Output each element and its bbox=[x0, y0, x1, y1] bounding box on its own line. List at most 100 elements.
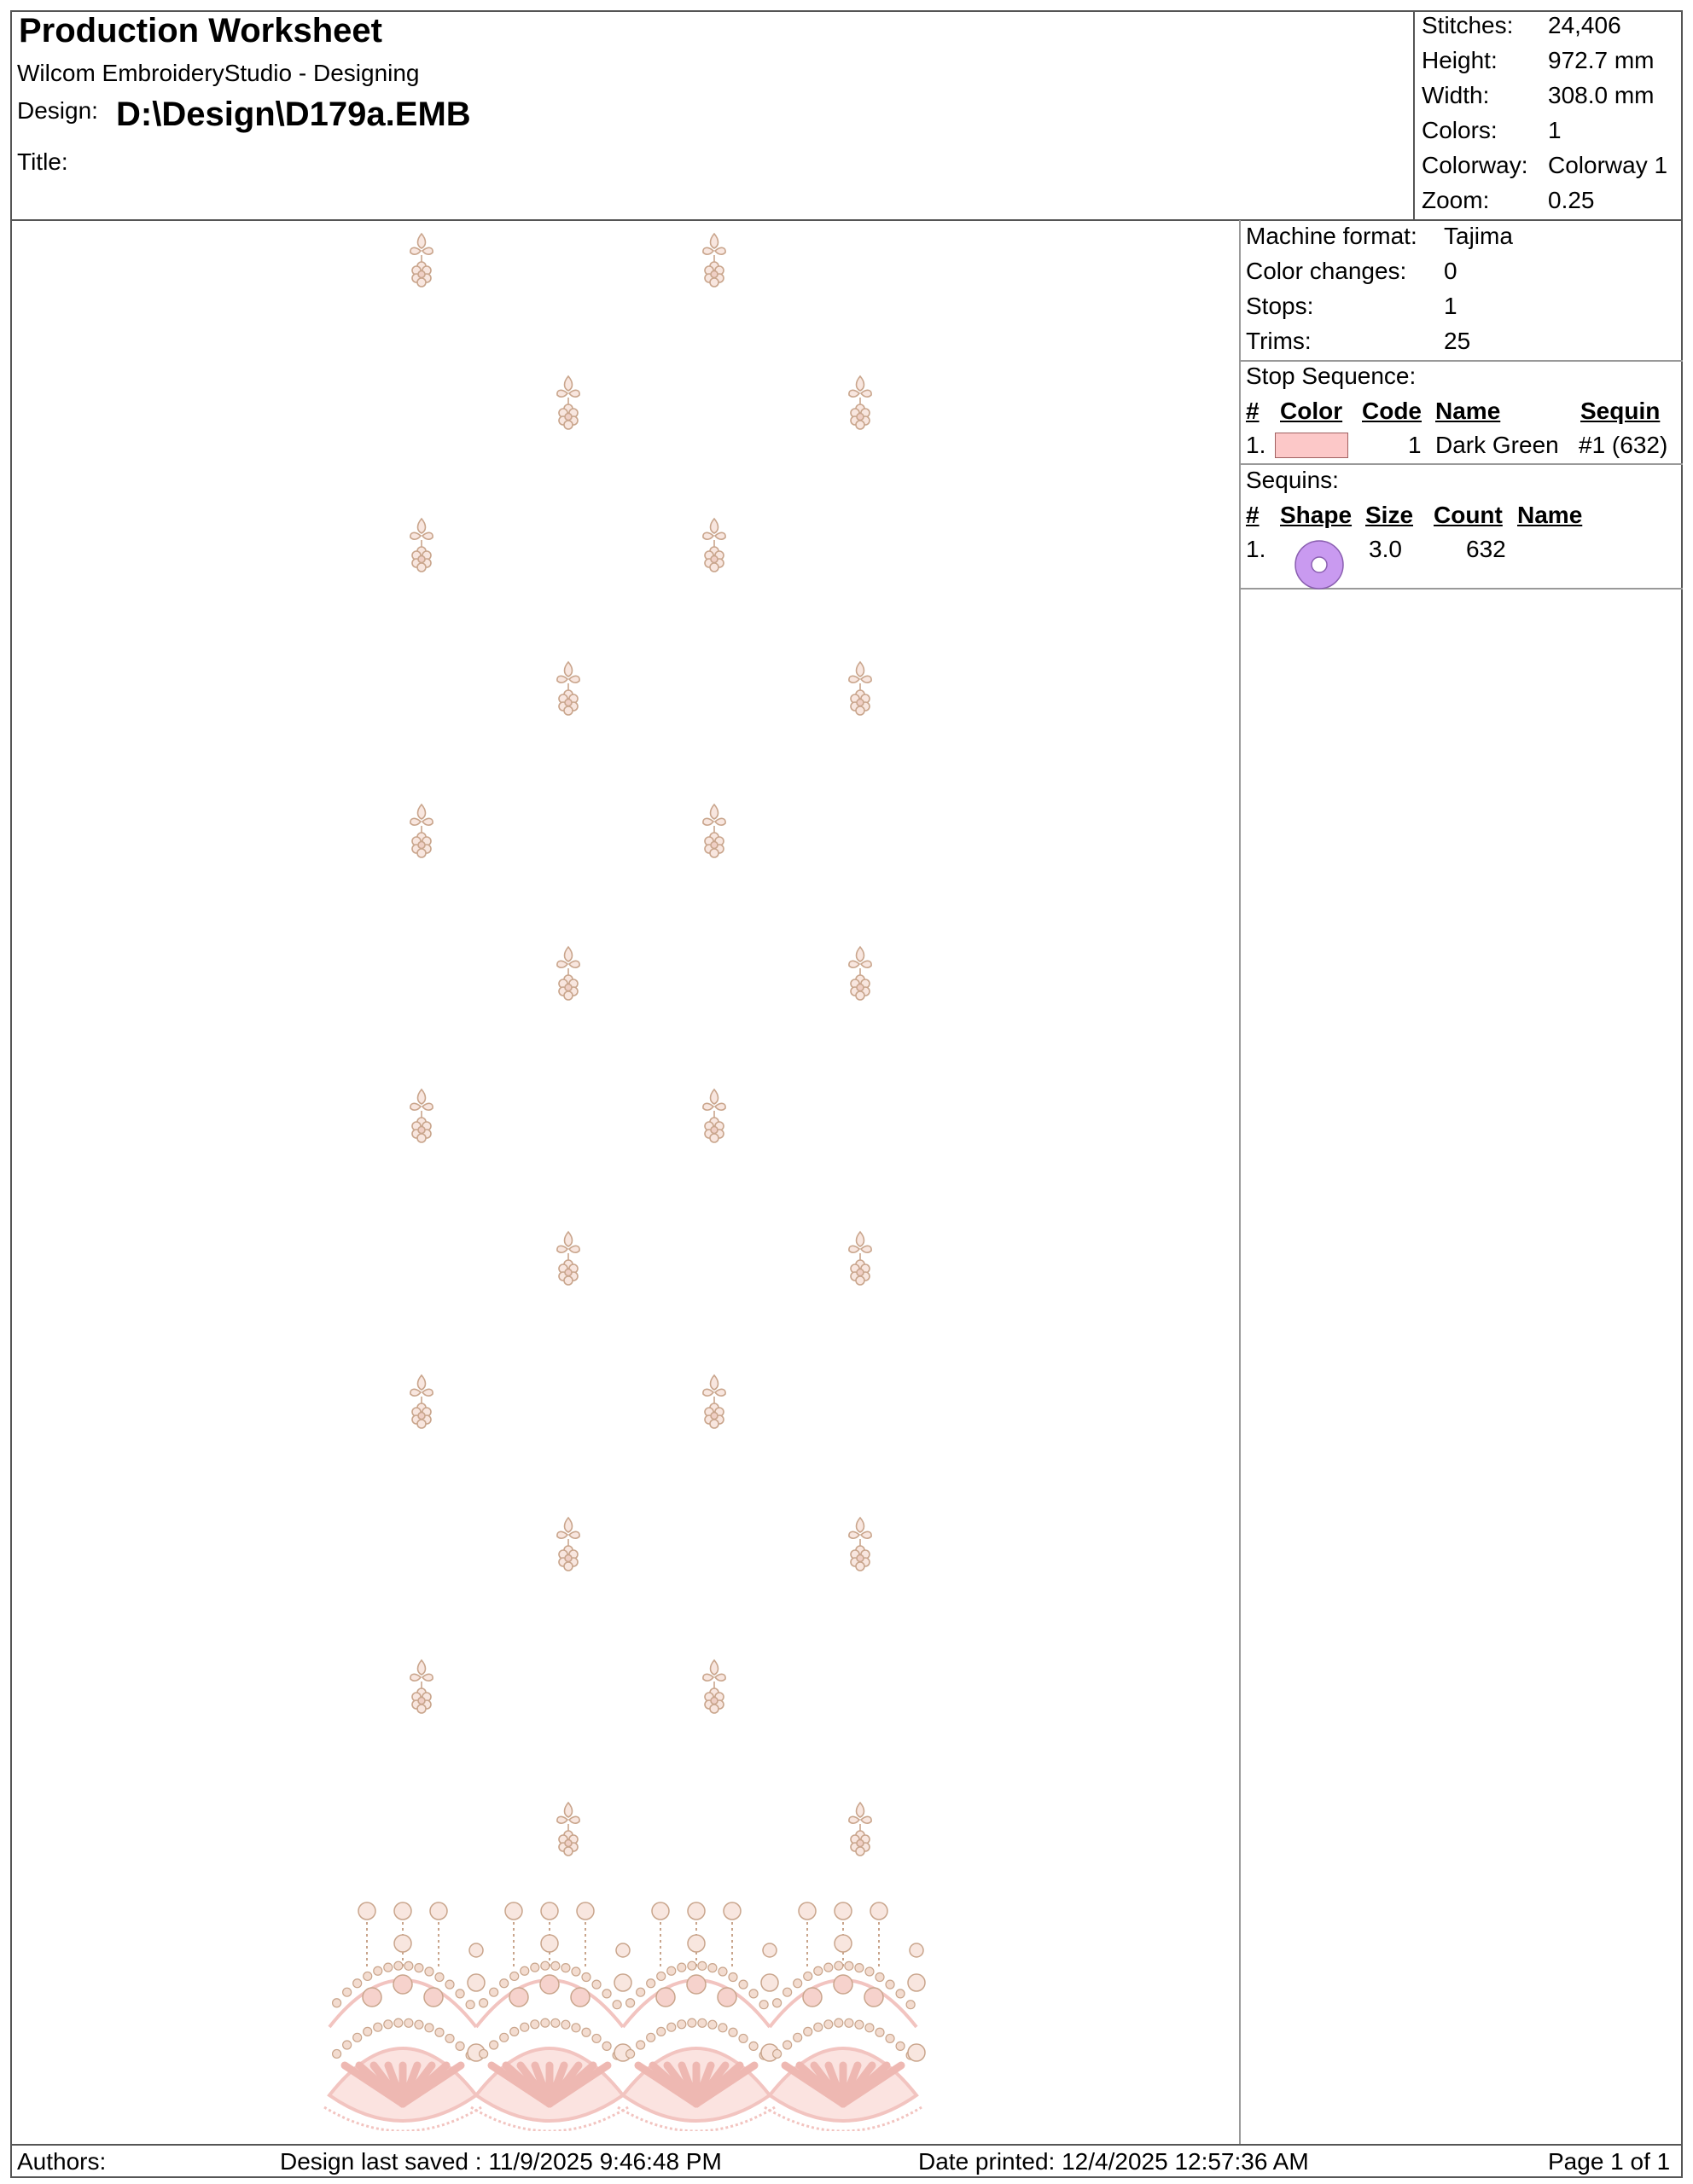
col-num: # bbox=[1246, 398, 1260, 424]
border-bead bbox=[864, 2023, 875, 2033]
border-pendant-flower bbox=[834, 1934, 852, 1953]
border-bead bbox=[383, 1962, 393, 1972]
embroidery-motif bbox=[554, 945, 583, 1005]
border-bead bbox=[561, 1963, 571, 1973]
border-pendant-flower bbox=[870, 1902, 888, 1920]
design-label: Design: bbox=[17, 97, 98, 124]
col-name: Name bbox=[1435, 398, 1501, 424]
border-bead bbox=[445, 1979, 455, 1989]
border-bead bbox=[718, 1966, 728, 1977]
border-bead bbox=[540, 1960, 550, 1971]
border-edge bbox=[323, 2106, 482, 2131]
worksheet-frame bbox=[10, 10, 1683, 2178]
embroidery-motif bbox=[407, 1088, 436, 1147]
border-bead bbox=[465, 2000, 475, 2010]
border-flower bbox=[393, 1974, 413, 1995]
sequins-title: Sequins: bbox=[1246, 467, 1339, 493]
border-petal bbox=[692, 2061, 759, 2108]
embroidery-motif bbox=[700, 1374, 729, 1433]
border-bead bbox=[625, 1998, 636, 2008]
border-bead bbox=[759, 2000, 769, 2010]
border-bead bbox=[352, 1978, 363, 1989]
row-code: 1 bbox=[1408, 432, 1422, 458]
embroidery-motif bbox=[846, 1516, 875, 1576]
stat-value: 1 bbox=[1548, 117, 1562, 143]
border-bead bbox=[687, 2018, 697, 2028]
border-pendant-flower bbox=[393, 1902, 412, 1920]
border-bead bbox=[803, 1971, 813, 1982]
border-bead bbox=[489, 1987, 499, 1997]
authors-label: Authors: bbox=[17, 2148, 107, 2175]
border-bead bbox=[738, 1979, 748, 1989]
border-flower bbox=[686, 1974, 707, 1995]
border-flower bbox=[362, 1987, 382, 2007]
color-changes-value: 0 bbox=[1444, 258, 1457, 284]
row-sequin: #1 (632) bbox=[1579, 432, 1668, 458]
embroidery-motif bbox=[846, 1801, 875, 1861]
border-flower bbox=[509, 1987, 529, 2007]
machine-format-label: Machine format: bbox=[1246, 223, 1417, 249]
date-printed: Date printed: 12/4/2025 12:57:36 AM bbox=[918, 2148, 1309, 2175]
col-name: Name bbox=[1517, 502, 1583, 528]
stop-sequence-header: # Color Code Name Sequin bbox=[1246, 398, 1681, 428]
stat-label: Zoom: bbox=[1422, 187, 1490, 213]
border-bead bbox=[530, 2019, 540, 2030]
border-bead bbox=[342, 2040, 352, 2050]
trims-label: Trims: bbox=[1246, 328, 1312, 354]
border-bead bbox=[687, 1960, 697, 1971]
border-bead bbox=[581, 2027, 591, 2037]
stat-label: Colorway: bbox=[1422, 152, 1528, 178]
embroidery-border bbox=[323, 1902, 926, 2131]
row-name: Dark Green bbox=[1435, 432, 1559, 458]
embroidery-motif bbox=[407, 1658, 436, 1718]
embroidery-motif bbox=[700, 232, 729, 292]
border-bead bbox=[823, 2019, 834, 2030]
border-bead bbox=[434, 2027, 445, 2037]
border-bead bbox=[625, 2048, 636, 2059]
border-pendant-flower bbox=[723, 1902, 742, 1920]
border-petal bbox=[545, 2061, 612, 2108]
stat-label: Width: bbox=[1422, 82, 1490, 108]
row-num: 1. bbox=[1246, 536, 1266, 562]
border-pendant-flower bbox=[358, 1902, 376, 1920]
border-bead bbox=[844, 1960, 854, 1971]
border-side-flower bbox=[760, 1973, 779, 1992]
sequins-header: # Shape Size Count Name bbox=[1246, 502, 1681, 532]
border-bead bbox=[373, 2022, 383, 2032]
border-side-flower bbox=[467, 1973, 486, 1992]
footer-divider bbox=[10, 2144, 1683, 2146]
border-bead bbox=[636, 1987, 646, 1997]
col-num: # bbox=[1246, 502, 1260, 528]
border-bead bbox=[591, 1979, 602, 1989]
stat-label: Height: bbox=[1422, 47, 1498, 73]
border-pendant-flower bbox=[651, 1902, 670, 1920]
border-flower bbox=[423, 1987, 444, 2007]
border-bead bbox=[424, 1966, 434, 1977]
border-bead bbox=[656, 1971, 666, 1982]
col-code: Code bbox=[1362, 398, 1422, 424]
border-bead bbox=[332, 1998, 342, 2008]
border-bead bbox=[813, 1966, 823, 1976]
embroidery-motif bbox=[700, 803, 729, 863]
border-edge bbox=[764, 2106, 922, 2131]
embroidery-motif bbox=[846, 375, 875, 434]
border-bead bbox=[771, 2048, 783, 2059]
border-flower bbox=[539, 1974, 560, 1995]
border-bead bbox=[571, 1966, 581, 1977]
border-bead bbox=[499, 1978, 509, 1989]
embroidery-motif bbox=[554, 1801, 583, 1861]
stat-value: Colorway 1 bbox=[1548, 152, 1668, 178]
row-num: 1. bbox=[1246, 432, 1266, 458]
border-side-flower bbox=[614, 1973, 632, 1992]
border-bead bbox=[677, 2019, 687, 2030]
border-flower bbox=[802, 1987, 823, 2007]
section-divider bbox=[1239, 588, 1683, 590]
embroidery-motif bbox=[407, 232, 436, 292]
border-pendant-flower bbox=[429, 1902, 448, 1920]
border-bead bbox=[383, 2019, 393, 2030]
stat-label: Stitches: bbox=[1422, 12, 1514, 38]
col-sequin: Sequin bbox=[1580, 398, 1661, 424]
sequins-row: 1. 3.0 632 bbox=[1246, 536, 1681, 590]
border-flower bbox=[570, 1987, 591, 2007]
border-bead bbox=[875, 1972, 885, 1983]
